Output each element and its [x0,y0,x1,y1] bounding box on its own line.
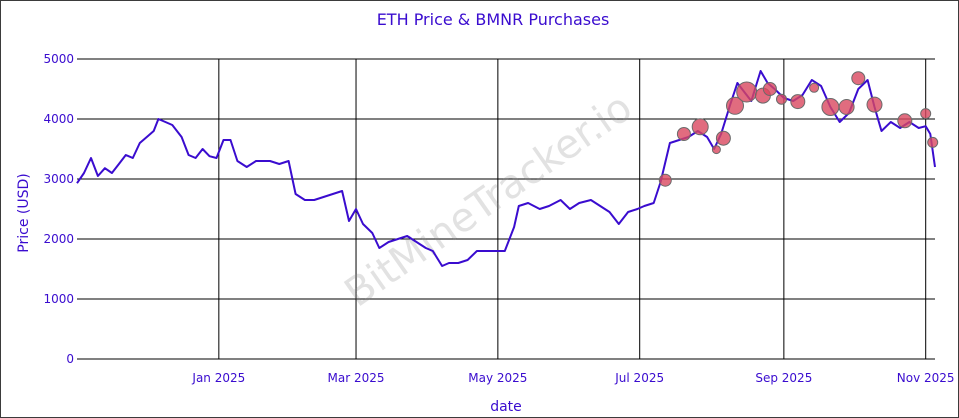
purchase-bubble[interactable] [715,130,731,146]
purchase-bubble[interactable] [776,93,787,105]
x-tick-labels: Jan 2025 Mar 2025 May 2025 Jul 2025 Sep 2025… [191,371,954,385]
x-tick-label: Mar 2025 [328,371,385,385]
purchase-bubble[interactable] [676,127,691,141]
purchase-bubble[interactable] [920,108,932,120]
y-tick-label: 1000 [43,292,74,306]
purchase-bubble[interactable] [838,99,855,115]
y-tick-label: 0 [66,352,74,366]
y-axis-title: Price (USD) [16,173,32,252]
purchase-bubble[interactable] [866,96,883,113]
x-axis-title: date [490,399,522,415]
x-tick-label: Sep 2025 [755,371,812,385]
purchase-bubble[interactable] [821,98,840,116]
purchase-bubble[interactable] [736,81,758,103]
y-tick-label: 4000 [43,112,74,126]
purchase-bubble[interactable] [790,94,806,110]
y-tick-label: 5000 [43,52,74,66]
purchase-bubble[interactable] [809,82,820,93]
purchase-bubble[interactable] [726,96,744,115]
purchase-bubbles [658,71,939,187]
x-tick-label: Jan 2025 [191,371,245,385]
purchase-bubble[interactable] [897,113,913,129]
y-tick-label: 2000 [43,232,74,246]
purchase-bubble[interactable] [927,136,939,148]
price-line-layer [76,70,936,267]
chart-title: ETH Price & BMNR Purchases [377,10,610,29]
y-tick-label: 3000 [43,172,74,186]
x-tick-label: May 2025 [468,371,527,385]
y-tick-labels: 0 1000 2000 3000 4000 5000 [43,52,74,366]
purchase-bubble[interactable] [762,82,777,96]
x-tick-label: Nov 2025 [897,371,955,385]
x-tick-label: Jul 2025 [614,371,664,385]
eth-price-line [76,70,936,267]
purchase-bubble[interactable] [658,173,672,187]
purchase-bubble[interactable] [691,118,709,136]
purchase-bubble[interactable] [851,71,866,86]
purchase-bubble[interactable] [711,145,721,155]
